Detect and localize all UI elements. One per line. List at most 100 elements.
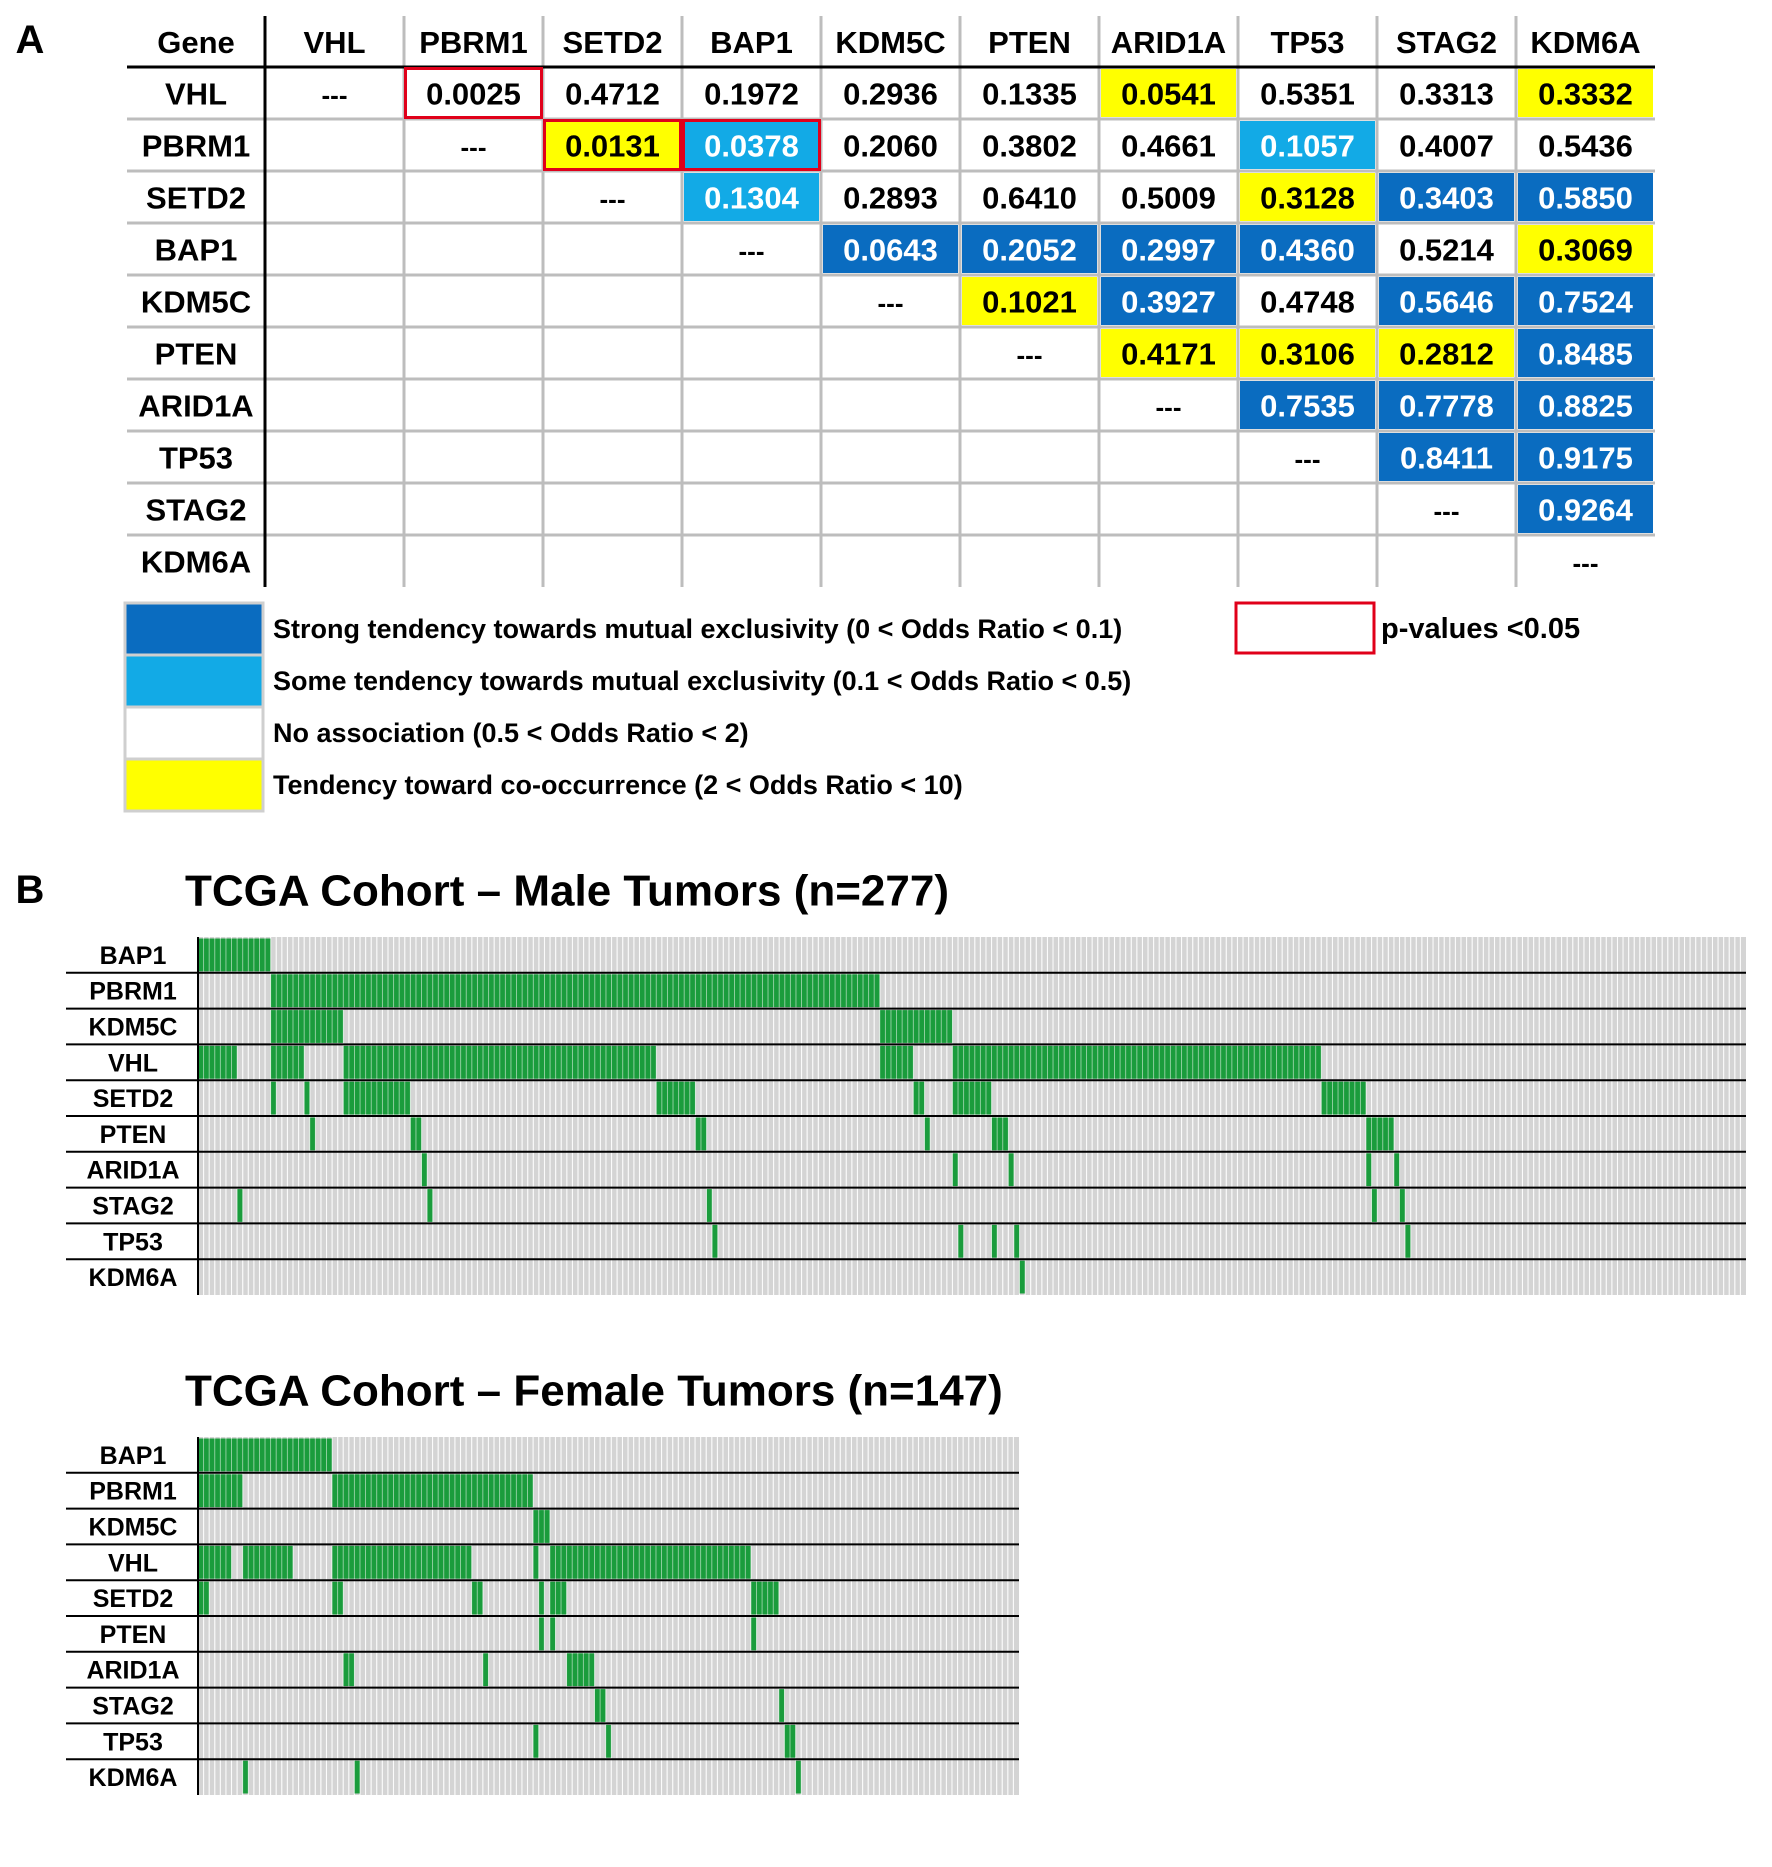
matrix-cell-PTEN-TP53	[1240, 329, 1375, 377]
matrix-cell-KDM5C-TP53	[1240, 277, 1375, 325]
male-mutation-SETD2-0	[270, 1081, 277, 1115]
matrix-column-header-PTEN: PTEN	[988, 25, 1071, 60]
male-mutation-STAG2-0	[237, 1189, 243, 1222]
male-mutation-ARID1A-3	[1365, 1153, 1372, 1187]
matrix-value-ARID1A-TP53: 0.7535	[1260, 389, 1355, 424]
female-gene-label-PBRM1: PBRM1	[89, 1478, 177, 1506]
matrix-cell-BAP1-TP53	[1240, 225, 1375, 273]
matrix-value-PBRM1-STAG2: 0.4007	[1399, 129, 1494, 164]
female-mutation-KDM6A-2	[795, 1760, 802, 1794]
male-mutation-PTEN-5	[1365, 1117, 1394, 1151]
matrix-cell-KDM5C-ARID1A	[1101, 277, 1236, 325]
matrix-cell-SETD2-ARID1A	[1101, 173, 1236, 221]
matrix-value-KDM5C-STAG2: 0.5646	[1399, 285, 1494, 320]
matrix-value-SETD2-TP53: 0.3128	[1260, 181, 1355, 216]
matrix-cell-TP53-KDM6A	[1518, 433, 1653, 481]
matrix-value-BAP1-PTEN: 0.2052	[982, 233, 1077, 268]
matrix-row-label-BAP1: BAP1	[155, 233, 238, 268]
male-mutation-TP53-4	[1405, 1224, 1411, 1258]
matrix-cell-STAG2-KDM6A	[1518, 485, 1653, 533]
legend-swatch-strong	[123, 601, 265, 657]
matrix-value-SETD2-KDM5C: 0.2893	[843, 181, 938, 216]
female-mutation-PTEN-2	[750, 1617, 757, 1651]
matrix-value-BAP1-KDM5C: 0.0643	[843, 233, 938, 268]
matrix-value-BAP1-TP53: 0.4360	[1260, 233, 1355, 268]
matrix-value-PBRM1-TP53: 0.1057	[1260, 129, 1355, 164]
male-gene-label-SETD2: SETD2	[93, 1085, 174, 1113]
legend-swatch-co	[123, 757, 265, 813]
matrix-cell-BAP1-STAG2	[1379, 225, 1514, 273]
matrix-cell-ARID1A-STAG2	[1379, 381, 1514, 429]
male-gene-label-KDM6A: KDM6A	[89, 1264, 178, 1292]
female-mutation-SETD2-5	[750, 1581, 779, 1615]
male-mutation-STAG2-2	[706, 1189, 713, 1222]
matrix-column-header-PBRM1: PBRM1	[419, 25, 528, 60]
matrix-cell-ARID1A-TP53	[1240, 381, 1375, 429]
female-mutation-ARID1A-1	[482, 1653, 489, 1687]
female-mutation-PTEN-0	[538, 1617, 545, 1651]
matrix-value-BAP1-ARID1A: 0.2997	[1121, 233, 1216, 268]
matrix-cell-SETD2-KDM5C	[823, 173, 958, 221]
female-gene-label-PTEN: PTEN	[100, 1621, 167, 1649]
female-mutation-TP53-0	[533, 1724, 539, 1758]
matrix-value-VHL-ARID1A: 0.0541	[1121, 77, 1216, 112]
matrix-row-label-STAG2: STAG2	[145, 493, 246, 528]
matrix-cell-KDM5C-STAG2	[1379, 277, 1514, 325]
matrix-cell-ARID1A-KDM6A	[1518, 381, 1653, 429]
matrix-diagonal-VHL: ---	[322, 80, 348, 110]
matrix-column-header-KDM6A: KDM6A	[1530, 25, 1640, 60]
male-mutation-ARID1A-4	[1393, 1153, 1400, 1187]
male-mutation-TP53-3	[1013, 1224, 1020, 1258]
matrix-value-KDM5C-KDM6A: 0.7524	[1538, 285, 1634, 320]
matrix-diagonal-SETD2: ---	[600, 184, 626, 214]
matrix-row-label-VHL: VHL	[165, 77, 227, 112]
matrix-value-PBRM1-BAP1: 0.0378	[704, 129, 799, 164]
male-gene-label-PBRM1: PBRM1	[89, 978, 177, 1006]
legend-swatch-some	[123, 653, 265, 709]
male-gene-label-BAP1: BAP1	[100, 942, 167, 970]
significant-outline-VHL-PBRM1	[404, 67, 543, 119]
matrix-cell-BAP1-KDM6A	[1518, 225, 1653, 273]
matrix-value-SETD2-STAG2: 0.3403	[1399, 181, 1494, 216]
matrix-cell-KDM5C-KDM6A	[1518, 277, 1653, 325]
matrix-diagonal-TP53: ---	[1295, 444, 1321, 474]
matrix-column-header-VHL: VHL	[304, 25, 366, 60]
matrix-cell-VHL-TP53	[1240, 69, 1375, 117]
male-mutation-SETD2-1	[304, 1081, 310, 1115]
male-mutation-ARID1A-2	[1008, 1153, 1014, 1187]
matrix-cell-VHL-KDM5C	[823, 69, 958, 117]
female-gene-label-BAP1: BAP1	[100, 1442, 167, 1470]
matrix-cell-BAP1-KDM5C	[823, 225, 958, 273]
matrix-cell-PBRM1-STAG2	[1379, 121, 1514, 169]
male-mutation-TP53-2	[991, 1224, 998, 1258]
matrix-cell-SETD2-TP53	[1240, 173, 1375, 221]
male-mutation-STAG2-1	[427, 1189, 433, 1222]
matrix-value-SETD2-PTEN: 0.6410	[982, 181, 1077, 216]
matrix-diagonal-STAG2: ---	[1434, 496, 1460, 526]
matrix-value-VHL-PTEN: 0.1335	[982, 77, 1077, 112]
male-mutation-PTEN-4	[991, 1117, 1009, 1151]
legend-label-strong: Strong tendency towards mutual exclusivi…	[273, 614, 1122, 644]
male-gene-label-PTEN: PTEN	[100, 1121, 167, 1149]
male-mutation-ARID1A-0	[421, 1153, 428, 1187]
female-mutation-TP53-1	[605, 1724, 612, 1758]
matrix-value-VHL-STAG2: 0.3313	[1399, 77, 1494, 112]
matrix-cell-PTEN-STAG2	[1379, 329, 1514, 377]
male-mutation-PTEN-0	[309, 1117, 316, 1151]
matrix-row-label-PTEN: PTEN	[155, 337, 238, 372]
matrix-value-PBRM1-SETD2: 0.0131	[565, 129, 660, 164]
matrix-value-VHL-PBRM1: 0.0025	[426, 77, 521, 112]
matrix-row-label-ARID1A: ARID1A	[138, 389, 253, 424]
female-gene-label-ARID1A: ARID1A	[86, 1657, 179, 1685]
matrix-row-label-PBRM1: PBRM1	[142, 129, 251, 164]
pvalue-legend-label: p-values <0.05	[1381, 613, 1580, 645]
legend-swatch-none	[123, 705, 265, 761]
female-gene-label-KDM5C: KDM5C	[89, 1514, 178, 1542]
matrix-cell-SETD2-BAP1	[684, 173, 819, 221]
male-title: TCGA Cohort – Male Tumors (n=277)	[185, 867, 949, 916]
male-mutation-SETD2-3	[656, 1081, 696, 1115]
matrix-cell-PBRM1-TP53	[1240, 121, 1375, 169]
male-mutation-STAG2-4	[1399, 1189, 1406, 1222]
matrix-cell-PBRM1-BAP1	[684, 121, 819, 169]
matrix-value-SETD2-ARID1A: 0.5009	[1121, 181, 1216, 216]
